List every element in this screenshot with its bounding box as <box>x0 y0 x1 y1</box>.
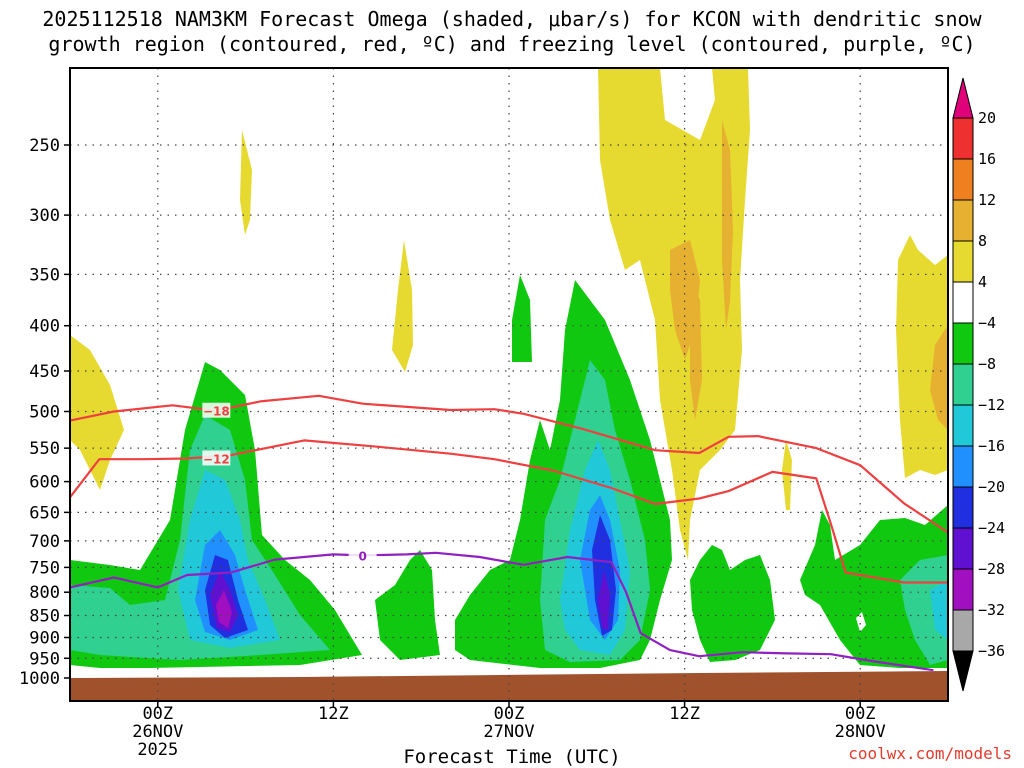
y-tick-label: 950 <box>29 649 60 669</box>
surface-terrain <box>70 671 948 701</box>
chart-title-line2: growth region (contoured, red, ºC) and f… <box>48 32 976 56</box>
colorbar-label: −8 <box>978 355 996 373</box>
y-tick-label: 450 <box>29 362 60 382</box>
colorbar-label: −28 <box>978 560 1005 578</box>
colorbar-label: 20 <box>978 109 996 127</box>
y-tick-label: 550 <box>29 439 60 459</box>
colorbar-swatch <box>952 158 974 201</box>
omega-patch <box>690 280 702 420</box>
colorbar-swatch <box>952 568 974 611</box>
colorbar-label: 16 <box>978 150 996 168</box>
contour-label-bg <box>202 402 231 418</box>
omega-patch <box>512 275 532 362</box>
y-tick-label: 900 <box>29 628 60 648</box>
omega-patch <box>722 120 733 330</box>
omega-patch <box>690 545 775 662</box>
omega-patch <box>375 550 440 660</box>
x-tick-year-label: 2025 <box>137 740 178 760</box>
omega-patch <box>70 335 124 490</box>
contour-label: −18 <box>203 405 230 419</box>
contour-label: −12 <box>203 452 230 466</box>
colorbar-label: −36 <box>978 642 1005 660</box>
colorbar-swatch <box>952 240 974 283</box>
contour-label-bg <box>202 450 231 466</box>
x-tick-label: 00Z <box>142 704 173 724</box>
colorbar-label: 8 <box>978 232 987 250</box>
omega-patch <box>392 240 413 372</box>
colorbar-label: 4 <box>978 273 987 291</box>
colorbar-label: −12 <box>978 396 1005 414</box>
y-tick-label: 800 <box>29 583 60 603</box>
x-tick-date-label: 26NOV <box>132 722 183 742</box>
contour-lines: −18 −12 0 <box>69 394 949 672</box>
contour-label-bg <box>348 547 377 563</box>
y-tick-label: 300 <box>29 206 60 226</box>
colorbar-swatch <box>952 486 974 529</box>
omega-patch <box>240 130 252 235</box>
x-tick-date-label: 28NOV <box>835 722 886 742</box>
chart-title-line1: 2025112518 NAM3KM Forecast Omega (shaded… <box>42 7 982 31</box>
y-tick-label: 850 <box>29 607 60 627</box>
colorbar: 20 16 12 8 4 −4 −8 −12 −16 −20 −24 −28 −32 −36 <box>952 77 1005 692</box>
y-tick-label: 500 <box>29 403 60 423</box>
contour-line <box>69 551 934 672</box>
x-tick-label: 00Z <box>494 704 525 724</box>
colorbar-swatch <box>952 527 974 570</box>
y-tick-label: 650 <box>29 503 60 523</box>
omega-patch <box>856 612 866 632</box>
colorbar-top-arrow <box>952 77 974 119</box>
omega-patch <box>896 235 948 478</box>
colorbar-label: −16 <box>978 437 1005 455</box>
colorbar-swatch <box>952 609 974 652</box>
x-tick-label: 12Z <box>318 704 349 724</box>
omega-patch <box>216 590 232 628</box>
y-axis-ticks: 2503003504004505005506006507007508008509… <box>19 136 70 689</box>
grid-lines <box>70 68 948 701</box>
credit-text: coolwx.com/models <box>848 744 1012 763</box>
y-tick-label: 1000 <box>19 669 60 689</box>
x-axis-title: Forecast Time (UTC) <box>403 746 621 768</box>
x-tick-label: 12Z <box>669 704 700 724</box>
omega-patch <box>598 570 610 630</box>
colorbar-swatch <box>952 404 974 447</box>
colorbar-swatch <box>952 322 974 365</box>
colorbar-label: −24 <box>978 519 1005 537</box>
x-tick-label: 00Z <box>845 704 876 724</box>
colorbar-label: −4 <box>978 314 996 332</box>
colorbar-label: 12 <box>978 191 996 209</box>
colorbar-label: −32 <box>978 601 1005 619</box>
omega-patch <box>930 325 948 430</box>
omega-patch <box>930 580 948 640</box>
colorbar-swatch <box>952 281 974 324</box>
omega-shading <box>70 68 948 701</box>
y-tick-label: 600 <box>29 473 60 493</box>
colorbar-label: −20 <box>978 478 1005 496</box>
contour-line <box>69 439 948 584</box>
colorbar-swatch <box>952 117 974 160</box>
x-tick-date-label: 27NOV <box>483 722 534 742</box>
colorbar-swatch <box>952 445 974 488</box>
y-tick-label: 350 <box>29 265 60 285</box>
y-tick-label: 750 <box>29 558 60 578</box>
colorbar-swatch <box>952 363 974 406</box>
y-tick-label: 400 <box>29 317 60 337</box>
contour-label: 0 <box>358 549 366 563</box>
colorbar-swatch <box>952 199 974 242</box>
colorbar-bottom-arrow <box>952 650 974 692</box>
y-tick-label: 250 <box>29 136 60 156</box>
y-tick-label: 700 <box>29 532 60 552</box>
